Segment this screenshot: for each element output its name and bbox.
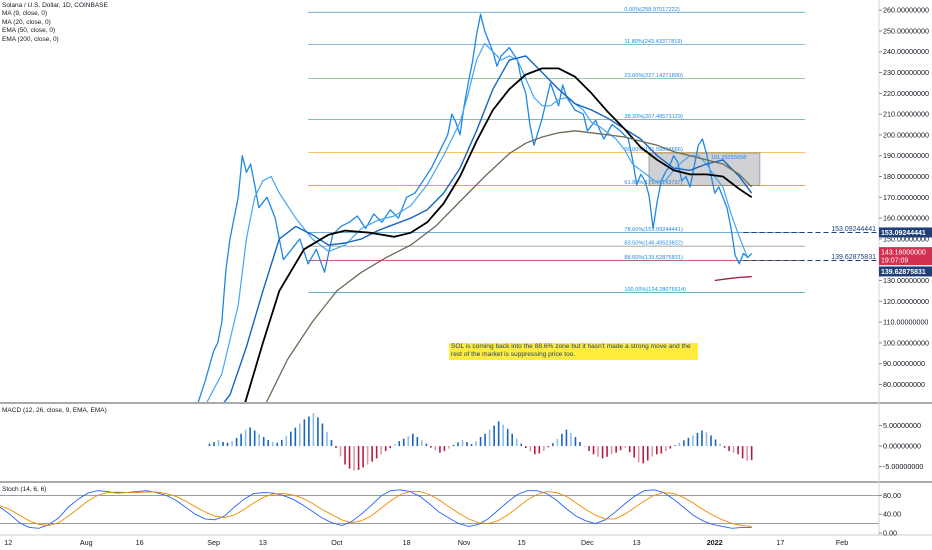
- ma9-line: [206, 42, 749, 402]
- time-tick-label: Oct: [331, 538, 342, 547]
- time-tick-label: 13: [633, 538, 641, 547]
- time-tick-label: 12: [4, 538, 12, 547]
- symbol-title: Solana / U.S. Dollar, 1D, COINBASE: [2, 2, 108, 9]
- price-tick-label: 160.00000000: [883, 214, 929, 223]
- time-tick-label: 17: [776, 538, 784, 547]
- macd-pane-title[interactable]: MACD (12, 26, close, 9, EMA, EMA): [2, 407, 107, 414]
- ema200-line: [265, 130, 753, 402]
- dashed-level-label: 139.62875831: [831, 254, 876, 261]
- ma-tail-line: [714, 276, 752, 282]
- time-tick-label: Nov: [458, 538, 471, 547]
- time-tick-label: Aug: [80, 538, 93, 547]
- price-tick-label: 260.00000000: [883, 6, 929, 15]
- level-tag-label: 153.09244441: [881, 230, 926, 237]
- fib-level-label: 100.00%(124.28076514): [624, 287, 686, 293]
- time-tick-label: Feb: [836, 538, 848, 547]
- fib-level-label: 0.00%(258.97017222): [624, 7, 679, 13]
- price-tick-label: 170.00000000: [883, 193, 929, 202]
- fib-level-label: 38.20%(207.48573129): [624, 114, 683, 120]
- time-tick-label: 13: [259, 538, 267, 547]
- price-tick-label: 200.00000000: [883, 130, 929, 139]
- macd-tick-label: 5.00000000: [883, 421, 921, 430]
- range-box-label: 191.29255658: [711, 155, 747, 161]
- level-tag: [879, 227, 932, 238]
- price-tick-label: 80.00000000: [883, 380, 925, 389]
- study-ma9-label[interactable]: MA (9, close, 0): [2, 10, 48, 18]
- price-tick-label: 220.00000000: [883, 89, 929, 98]
- stoch-tick-label: 40.00: [883, 510, 901, 519]
- stoch-tick-label: 0.00: [883, 529, 897, 538]
- macd-tick-label: 0.00000000: [883, 442, 921, 451]
- price-tick-label: 150.00000000: [883, 234, 929, 243]
- chart-legend: Solana / U.S. Dollar, 1D, COINBASE MA (9…: [2, 2, 108, 44]
- study-ema50-label[interactable]: EMA (50, close, 0): [2, 27, 56, 35]
- stoch-pane-title[interactable]: Stoch (14, 6, 6): [2, 486, 47, 493]
- time-tick-label: 15: [518, 538, 526, 547]
- price-tick-label: 210.00000000: [883, 110, 929, 119]
- fib-level-label: 50.00%(191.59898666): [624, 147, 683, 153]
- fib-level-label: 23.60%(227.14271800): [624, 73, 683, 79]
- price-tick-label: 250.00000000: [883, 26, 929, 35]
- fib-level-label: 88.60%(139.62875831): [624, 255, 683, 261]
- time-tick-label: Dec: [581, 538, 594, 547]
- price-tick-label: 130.00000000: [883, 276, 929, 285]
- level-tag: [879, 266, 932, 277]
- time-tick-label: 16: [136, 538, 144, 547]
- price-tick-label: 180.00000000: [883, 172, 929, 181]
- macd-tick-label: -5.00000000: [883, 462, 923, 471]
- time-tick-label: 2022: [707, 538, 723, 547]
- stoch-d-line: [0, 491, 752, 527]
- last-price-tag: [879, 247, 932, 266]
- study-ma20-label[interactable]: MA (20, close, 0): [2, 18, 51, 26]
- fib-level-label: 61.80%(175.71143737): [624, 180, 682, 186]
- last-price-label: 143.16000000: [881, 250, 926, 257]
- annotation-note[interactable]: SOL is coming back into the 88.6% zone b…: [449, 343, 698, 360]
- price-line: [197, 13, 753, 402]
- price-tick-label: 120.00000000: [883, 297, 929, 306]
- ma20-line: [223, 55, 753, 402]
- bar-countdown: 19:07:09: [881, 258, 908, 265]
- price-tick-label: 190.00000000: [883, 151, 929, 160]
- stoch-tick-label: 80.00: [883, 491, 901, 500]
- dashed-level-label: 153.09244441: [831, 226, 876, 233]
- time-tick-label: Sep: [207, 538, 220, 547]
- fib-level-label: 11.80%(243.43377819): [624, 39, 682, 45]
- time-tick-label: 18: [403, 538, 411, 547]
- price-tick-label: 230.00000000: [883, 68, 929, 77]
- level-tag-label: 139.62875831: [881, 269, 926, 276]
- price-tick-label: 240.00000000: [883, 47, 929, 56]
- price-tick-label: 100.00000000: [883, 338, 929, 347]
- price-tick-label: 110.00000000: [883, 318, 928, 327]
- fib-level-label: 78.60%(153.09244441): [624, 227, 683, 233]
- ema50-line: [244, 67, 753, 402]
- fib-level-label: 83.50%(146.49523822): [624, 241, 683, 247]
- price-tick-label: 90.00000000: [883, 359, 925, 368]
- study-ema200-label[interactable]: EMA (200, close, 0): [2, 35, 59, 43]
